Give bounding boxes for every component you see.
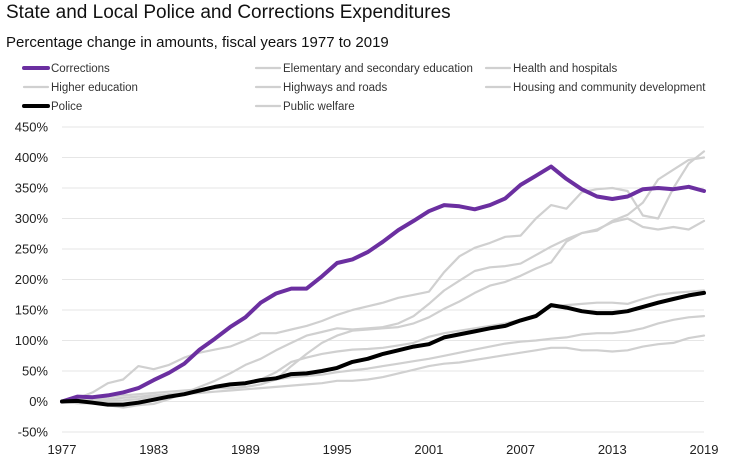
series-line-higher-education [60, 150, 706, 403]
series-line-public-welfare [60, 156, 706, 403]
y-tick-label: 250% [15, 242, 49, 257]
series-line-highways-and-roads [60, 289, 706, 405]
series-line-police [60, 290, 706, 407]
legend-label-housing-and-community-development: Housing and community development [513, 82, 706, 94]
legend-label-police: Police [51, 101, 82, 113]
x-tick-label: 1989 [231, 442, 260, 457]
series-line-health-and-hospitals [60, 334, 706, 403]
x-tick-label: 1995 [323, 442, 352, 457]
legend-label-public-welfare: Public welfare [283, 101, 355, 113]
y-tick-label: 50% [22, 364, 48, 379]
y-tick-label: 0% [29, 394, 48, 409]
grid [62, 126, 704, 433]
y-tick-label: 450% [15, 120, 49, 135]
y-tick-label: 400% [15, 150, 49, 165]
x-tick-label: 1977 [48, 442, 77, 457]
legend-label-highways-and-roads: Highways and roads [283, 82, 387, 94]
legend-label-health-and-hospitals: Health and hospitals [513, 63, 617, 75]
y-tick-label: 150% [15, 303, 49, 318]
y-tick-label: 350% [15, 181, 49, 196]
y-tick-label: 300% [15, 211, 49, 226]
chart-title: State and Local Police and Corrections E… [6, 2, 451, 23]
y-tick-label: 200% [15, 272, 49, 287]
chart-subtitle: Percentage change in amounts, fiscal yea… [6, 34, 389, 51]
x-tick-label: 2001 [414, 442, 443, 457]
series-line-corrections [60, 164, 706, 404]
x-tick-label: 2019 [690, 442, 719, 457]
x-tick-label: 1983 [139, 442, 168, 457]
legend-label-elementary-and-secondary-education: Elementary and secondary education [283, 63, 473, 75]
legend-label-higher-education: Higher education [51, 82, 138, 94]
legend-label-corrections: Corrections [51, 63, 110, 75]
x-tick-label: 2013 [598, 442, 627, 457]
y-tick-label: -50% [18, 425, 49, 440]
x-tick-label: 2007 [506, 442, 535, 457]
y-tick-label: 100% [15, 333, 49, 348]
